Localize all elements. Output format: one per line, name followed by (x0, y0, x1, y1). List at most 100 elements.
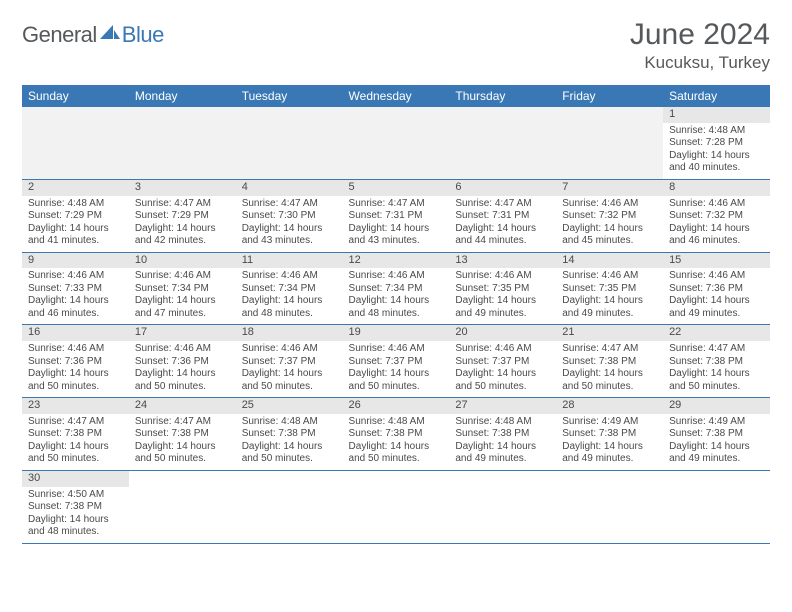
daylight-line: and 49 minutes. (669, 308, 764, 321)
calendar-day-cell: 28Sunrise: 4:49 AMSunset: 7:38 PMDayligh… (556, 398, 663, 471)
sunset-line: Sunset: 7:38 PM (669, 428, 764, 441)
daylight-line: Daylight: 14 hours (242, 295, 337, 308)
day-body: Sunrise: 4:46 AMSunset: 7:34 PMDaylight:… (343, 268, 450, 324)
sunset-line: Sunset: 7:38 PM (562, 428, 657, 441)
daylight-line: Daylight: 14 hours (669, 223, 764, 236)
daylight-line: and 50 minutes. (669, 381, 764, 394)
day-number: 11 (236, 253, 343, 269)
day-body: Sunrise: 4:46 AMSunset: 7:34 PMDaylight:… (129, 268, 236, 324)
day-body: Sunrise: 4:49 AMSunset: 7:38 PMDaylight:… (663, 414, 770, 470)
daylight-line: Daylight: 14 hours (455, 368, 550, 381)
day-number: 7 (556, 180, 663, 196)
weekday-header: Friday (556, 85, 663, 107)
calendar-day-cell (343, 107, 450, 179)
daylight-line: Daylight: 14 hours (349, 441, 444, 454)
sunset-line: Sunset: 7:37 PM (242, 356, 337, 369)
sunset-line: Sunset: 7:30 PM (242, 210, 337, 223)
sunrise-line: Sunrise: 4:46 AM (242, 343, 337, 356)
day-body: Sunrise: 4:48 AMSunset: 7:38 PMDaylight:… (343, 414, 450, 470)
sunset-line: Sunset: 7:34 PM (349, 283, 444, 296)
day-body: Sunrise: 4:48 AMSunset: 7:38 PMDaylight:… (236, 414, 343, 470)
day-number: 27 (449, 398, 556, 414)
daylight-line: Daylight: 14 hours (28, 223, 123, 236)
sunset-line: Sunset: 7:29 PM (28, 210, 123, 223)
day-number: 26 (343, 398, 450, 414)
calendar-day-cell: 25Sunrise: 4:48 AMSunset: 7:38 PMDayligh… (236, 398, 343, 471)
day-body: Sunrise: 4:47 AMSunset: 7:31 PMDaylight:… (449, 196, 556, 252)
day-number: 4 (236, 180, 343, 196)
sunrise-line: Sunrise: 4:47 AM (349, 198, 444, 211)
daylight-line: Daylight: 14 hours (562, 223, 657, 236)
daylight-line: and 48 minutes. (349, 308, 444, 321)
sunrise-line: Sunrise: 4:48 AM (669, 125, 764, 138)
daylight-line: Daylight: 14 hours (455, 441, 550, 454)
sunrise-line: Sunrise: 4:46 AM (562, 270, 657, 283)
sunrise-line: Sunrise: 4:47 AM (455, 198, 550, 211)
day-body: Sunrise: 4:46 AMSunset: 7:37 PMDaylight:… (236, 341, 343, 397)
daylight-line: and 50 minutes. (349, 381, 444, 394)
sunset-line: Sunset: 7:38 PM (455, 428, 550, 441)
daylight-line: Daylight: 14 hours (28, 368, 123, 381)
sunset-line: Sunset: 7:34 PM (242, 283, 337, 296)
day-number: 22 (663, 325, 770, 341)
day-number: 29 (663, 398, 770, 414)
daylight-line: Daylight: 14 hours (135, 368, 230, 381)
sunrise-line: Sunrise: 4:47 AM (28, 416, 123, 429)
calendar-day-cell (449, 107, 556, 179)
day-body: Sunrise: 4:46 AMSunset: 7:37 PMDaylight:… (449, 341, 556, 397)
day-body: Sunrise: 4:47 AMSunset: 7:38 PMDaylight:… (22, 414, 129, 470)
sunset-line: Sunset: 7:36 PM (28, 356, 123, 369)
day-body: Sunrise: 4:47 AMSunset: 7:30 PMDaylight:… (236, 196, 343, 252)
sunrise-line: Sunrise: 4:46 AM (242, 270, 337, 283)
daylight-line: Daylight: 14 hours (669, 441, 764, 454)
calendar-day-cell: 10Sunrise: 4:46 AMSunset: 7:34 PMDayligh… (129, 252, 236, 325)
weekday-header: Tuesday (236, 85, 343, 107)
daylight-line: and 50 minutes. (28, 453, 123, 466)
daylight-line: and 43 minutes. (242, 235, 337, 248)
daylight-line: and 49 minutes. (562, 453, 657, 466)
day-body: Sunrise: 4:46 AMSunset: 7:36 PMDaylight:… (663, 268, 770, 324)
day-body: Sunrise: 4:50 AMSunset: 7:38 PMDaylight:… (22, 487, 129, 543)
calendar-day-cell: 29Sunrise: 4:49 AMSunset: 7:38 PMDayligh… (663, 398, 770, 471)
sail-icon (100, 24, 120, 40)
sunrise-line: Sunrise: 4:46 AM (562, 198, 657, 211)
day-number: 14 (556, 253, 663, 269)
day-number: 9 (22, 253, 129, 269)
day-number: 25 (236, 398, 343, 414)
calendar-week-row: 1Sunrise: 4:48 AMSunset: 7:28 PMDaylight… (22, 107, 770, 179)
weekday-header: Sunday (22, 85, 129, 107)
sunrise-line: Sunrise: 4:46 AM (135, 270, 230, 283)
sunset-line: Sunset: 7:35 PM (562, 283, 657, 296)
calendar-day-cell: 4Sunrise: 4:47 AMSunset: 7:30 PMDaylight… (236, 179, 343, 252)
sunrise-line: Sunrise: 4:49 AM (669, 416, 764, 429)
day-number: 24 (129, 398, 236, 414)
day-number: 3 (129, 180, 236, 196)
daylight-line: and 50 minutes. (28, 381, 123, 394)
sunrise-line: Sunrise: 4:47 AM (242, 198, 337, 211)
sunrise-line: Sunrise: 4:48 AM (242, 416, 337, 429)
weekday-header-row: Sunday Monday Tuesday Wednesday Thursday… (22, 85, 770, 107)
day-body: Sunrise: 4:46 AMSunset: 7:32 PMDaylight:… (663, 196, 770, 252)
sunrise-line: Sunrise: 4:48 AM (455, 416, 550, 429)
calendar-day-cell: 24Sunrise: 4:47 AMSunset: 7:38 PMDayligh… (129, 398, 236, 471)
location: Kucuksu, Turkey (630, 53, 770, 73)
calendar-day-cell: 30Sunrise: 4:50 AMSunset: 7:38 PMDayligh… (22, 470, 129, 543)
daylight-line: and 41 minutes. (28, 235, 123, 248)
sunrise-line: Sunrise: 4:48 AM (349, 416, 444, 429)
calendar-day-cell (236, 470, 343, 543)
day-number: 23 (22, 398, 129, 414)
calendar-day-cell: 23Sunrise: 4:47 AMSunset: 7:38 PMDayligh… (22, 398, 129, 471)
calendar-week-row: 2Sunrise: 4:48 AMSunset: 7:29 PMDaylight… (22, 179, 770, 252)
calendar-day-cell: 1Sunrise: 4:48 AMSunset: 7:28 PMDaylight… (663, 107, 770, 179)
calendar-table: Sunday Monday Tuesday Wednesday Thursday… (22, 85, 770, 544)
calendar-body: 1Sunrise: 4:48 AMSunset: 7:28 PMDaylight… (22, 107, 770, 543)
daylight-line: Daylight: 14 hours (242, 441, 337, 454)
daylight-line: and 40 minutes. (669, 162, 764, 175)
sunset-line: Sunset: 7:38 PM (669, 356, 764, 369)
sunrise-line: Sunrise: 4:46 AM (349, 270, 444, 283)
weekday-header: Thursday (449, 85, 556, 107)
day-number: 20 (449, 325, 556, 341)
daylight-line: Daylight: 14 hours (242, 223, 337, 236)
sunrise-line: Sunrise: 4:46 AM (455, 343, 550, 356)
calendar-day-cell: 11Sunrise: 4:46 AMSunset: 7:34 PMDayligh… (236, 252, 343, 325)
